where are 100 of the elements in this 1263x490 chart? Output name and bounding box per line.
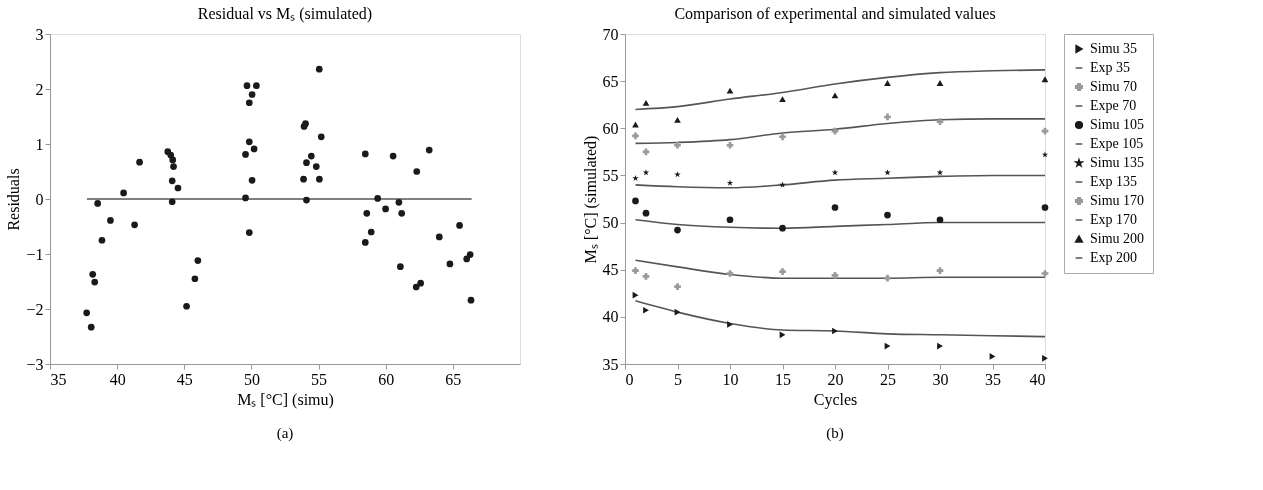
- point: [642, 99, 650, 106]
- point: [83, 309, 91, 317]
- point: [174, 184, 182, 192]
- x-tick-label: 50: [243, 370, 260, 388]
- point: [936, 267, 944, 275]
- point: [245, 99, 253, 107]
- y-tick-label: −1: [26, 245, 44, 263]
- point: [389, 152, 397, 160]
- point: [936, 80, 944, 86]
- legend-label: Simu 170: [1090, 193, 1145, 208]
- point: [168, 177, 176, 185]
- point: [242, 151, 249, 158]
- point: [374, 195, 382, 202]
- point: [726, 141, 734, 149]
- y-axis-title: Mₛ [°C] (simulated): [581, 135, 600, 264]
- point: [779, 268, 786, 275]
- legend-label: Simu 35: [1090, 41, 1138, 56]
- point: [643, 306, 649, 314]
- point: [361, 150, 369, 158]
- legend-label: Exp 200: [1090, 250, 1138, 265]
- legend-label: Exp 135: [1090, 174, 1138, 189]
- x-tick-label: 35: [985, 370, 1001, 388]
- legend-label: Exp 170: [1090, 212, 1138, 227]
- y-tick-label: 55: [602, 166, 619, 184]
- point: [936, 216, 944, 224]
- x-tick-label: 65: [445, 370, 462, 388]
- y-axis-title: Residuals: [5, 168, 23, 231]
- text: (a): [276, 425, 294, 442]
- x-tick-label: 55: [311, 370, 328, 388]
- point: [832, 327, 838, 335]
- point: [1042, 354, 1048, 362]
- point: [884, 274, 891, 282]
- point: [361, 239, 369, 246]
- point: [884, 80, 891, 86]
- point: [250, 145, 258, 153]
- point: [417, 279, 424, 287]
- x-tick-label: 0: [625, 370, 634, 388]
- point: [248, 91, 256, 98]
- point: [674, 171, 681, 178]
- point: [726, 270, 734, 277]
- point: [467, 296, 475, 304]
- line-series: [634, 69, 1046, 111]
- point: [94, 200, 102, 207]
- point: [397, 263, 404, 270]
- point: [98, 236, 106, 244]
- point: [194, 257, 202, 264]
- point: [243, 82, 251, 90]
- point: [884, 113, 891, 121]
- y-tick-label: −3: [26, 355, 44, 373]
- point: [89, 271, 97, 278]
- x-axis-title: Cycles: [813, 390, 858, 409]
- point: [435, 233, 443, 241]
- y-tick-label: 50: [602, 214, 619, 232]
- legend-label: Expe 70: [1090, 98, 1137, 113]
- legend-label: Simu 200: [1090, 231, 1145, 246]
- y-tick-label: 0: [35, 190, 44, 208]
- point: [1041, 204, 1049, 211]
- point: [317, 133, 325, 141]
- x-tick-label: 35: [50, 370, 67, 388]
- y-tick-label: 65: [602, 72, 619, 90]
- point: [779, 224, 786, 232]
- point: [674, 116, 681, 123]
- legend-label: Simu 105: [1090, 117, 1145, 132]
- point: [367, 228, 375, 236]
- y-tick-label: 45: [602, 261, 619, 279]
- point: [91, 278, 99, 286]
- point: [245, 138, 253, 146]
- y-tick-label: 35: [602, 355, 619, 373]
- point: [726, 216, 734, 224]
- point: [632, 174, 639, 181]
- point: [413, 168, 421, 175]
- point: [300, 175, 307, 183]
- x-axis-title: Mₛ [°C] (simu): [237, 390, 334, 409]
- y-tick-label: 60: [602, 119, 619, 137]
- chart-title: Residual vs Mₛ (simulated): [197, 5, 373, 23]
- point: [1041, 270, 1049, 277]
- y-tick-label: 40: [602, 308, 619, 326]
- point: [936, 118, 944, 126]
- legend-label: Simu 70: [1090, 79, 1138, 94]
- point: [303, 196, 310, 204]
- x-tick-label: 40: [109, 370, 126, 388]
- point: [168, 198, 176, 206]
- point: [674, 283, 681, 291]
- legend-label: Exp 35: [1090, 60, 1131, 75]
- point: [183, 302, 190, 310]
- text: (b): [826, 425, 844, 442]
- x-tick-label: 30: [932, 370, 949, 388]
- point: [316, 175, 323, 183]
- point: [632, 197, 639, 205]
- x-tick-label: 60: [378, 370, 395, 388]
- point: [674, 226, 681, 234]
- point: [315, 65, 323, 73]
- point: [642, 272, 650, 280]
- point: [107, 217, 114, 224]
- point: [632, 267, 639, 275]
- legend-label: Simu 135: [1090, 155, 1145, 170]
- point: [191, 275, 199, 283]
- x-tick-label: 10: [722, 370, 739, 388]
- point: [642, 209, 650, 217]
- point: [456, 222, 463, 229]
